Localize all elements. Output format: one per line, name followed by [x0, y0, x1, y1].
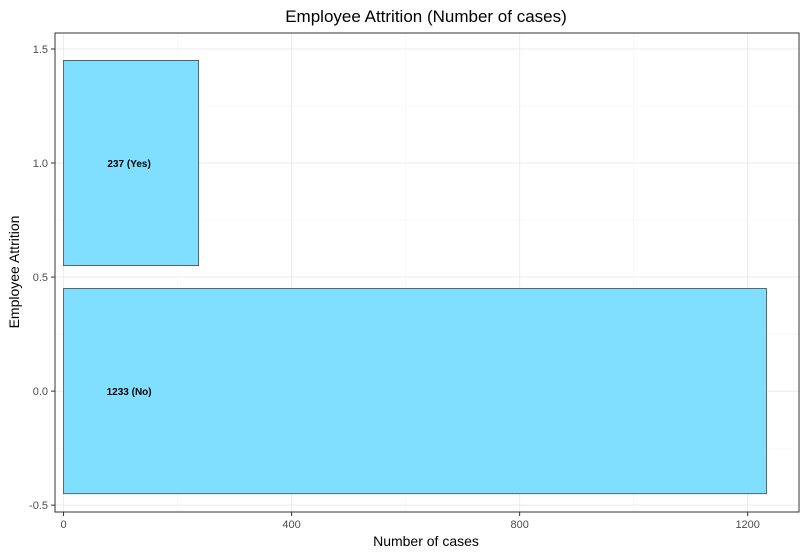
bars: 1233 (No) 237 (Yes): [63, 60, 767, 495]
bar-0: [63, 288, 767, 495]
y-tick-label: -0.5: [29, 500, 48, 512]
plot-panel-border: [54, 32, 800, 513]
x-axis-title: Number of cases: [373, 533, 479, 549]
chart-title: Employee Attrition (Number of cases): [285, 7, 567, 26]
y-tick-label: 1.5: [33, 44, 48, 56]
x-tick-label: 800: [510, 519, 528, 531]
x-tick-label: 1200: [735, 519, 759, 531]
y-tick-label: 1.0: [33, 158, 48, 170]
x-tick-label: 0: [60, 519, 66, 531]
x-tick-label: 400: [282, 519, 300, 531]
y-tick-label: 0.0: [33, 386, 48, 398]
y-tick-label: 0.5: [33, 272, 48, 284]
y-axis-title: Employee Attrition: [6, 216, 22, 329]
bar-label-1: 237 (Yes): [107, 159, 150, 170]
bar-label-0: 1233 (No): [107, 387, 152, 398]
bar-1: [63, 60, 200, 267]
axes: 0 400 800 1200 -0.5 0.0 0.5 1.0 1.5: [29, 44, 760, 531]
